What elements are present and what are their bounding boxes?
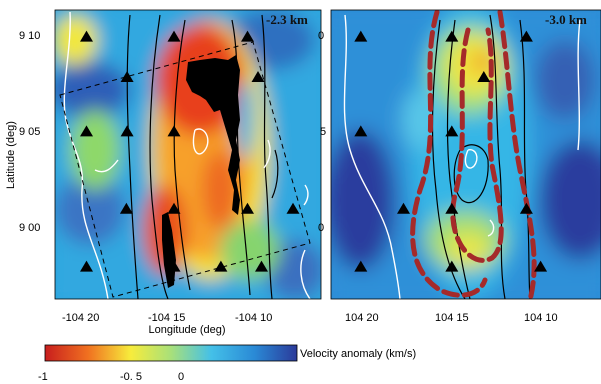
- x-tick-label: 104 20: [345, 312, 379, 324]
- x-tick-label: 104 15: [435, 312, 469, 324]
- x-axis-label: Longitude (deg): [148, 324, 225, 336]
- right-depth-label: -3.0 km: [545, 12, 587, 27]
- left-y-ticks: 9 10 9 05 9 00: [19, 30, 40, 234]
- right-panel: -3.0 km 0 5 0 104 20 104 15 104 10: [318, 9, 601, 324]
- x-tick-label: -104 20: [62, 312, 99, 324]
- right-velocity-field: [331, 10, 601, 299]
- x-tick-label: -104 10: [235, 312, 272, 324]
- y-tick-label: 9 00: [19, 222, 40, 234]
- right-frame: [330, 9, 601, 300]
- x-tick-label: 104 10: [524, 312, 558, 324]
- y-tick-label: 5: [320, 126, 326, 138]
- right-white-contours: [343, 14, 581, 299]
- y-tick-label: 0: [318, 222, 324, 234]
- left-panel: -2.3 km 9 10 9 05 9 00 -104 20 -104 15 -…: [5, 9, 322, 336]
- right-x-ticks: 104 20 104 15 104 10: [345, 312, 558, 324]
- left-x-ticks: -104 20 -104 15 -104 10: [62, 312, 272, 324]
- y-axis-label: Latitude (deg): [5, 121, 17, 189]
- left-white-contours: [63, 11, 311, 299]
- y-tick-label: 9 10: [19, 30, 40, 42]
- left-velocity-field: [55, 10, 321, 299]
- y-tick-label: 0: [318, 30, 324, 42]
- colorbar-tick: -1: [38, 371, 48, 383]
- colorbar-tick: 0: [178, 371, 184, 383]
- right-partial-y-ticks: 0 5 0: [318, 30, 326, 234]
- y-tick-label: 9 05: [19, 126, 40, 138]
- left-survey-box: [59, 41, 311, 298]
- right-fissure-outlines: [410, 10, 537, 299]
- left-frame: [54, 9, 322, 300]
- colorbar-gradient: [44, 344, 298, 362]
- colorbar-tick: -0. 5: [120, 371, 142, 383]
- left-depth-label: -2.3 km: [266, 12, 308, 27]
- x-tick-label: -104 15: [148, 312, 185, 324]
- colorbar: Velocity anomaly (km/s) -1 -0. 5 0: [38, 344, 416, 383]
- colorbar-label: Velocity anomaly (km/s): [300, 348, 416, 360]
